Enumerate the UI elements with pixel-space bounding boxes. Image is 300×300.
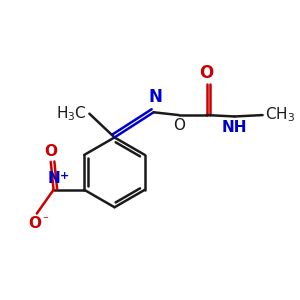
Text: CH$_3$: CH$_3$ — [265, 106, 295, 124]
Text: ⁻: ⁻ — [42, 215, 48, 225]
Text: O: O — [28, 216, 41, 231]
Text: N: N — [47, 171, 60, 186]
Text: NH: NH — [222, 120, 248, 135]
Text: O: O — [44, 144, 57, 159]
Text: H$_3$C: H$_3$C — [56, 104, 87, 123]
Text: N: N — [148, 88, 162, 106]
Text: O: O — [173, 118, 185, 133]
Text: O: O — [200, 64, 214, 82]
Text: +: + — [60, 171, 69, 181]
